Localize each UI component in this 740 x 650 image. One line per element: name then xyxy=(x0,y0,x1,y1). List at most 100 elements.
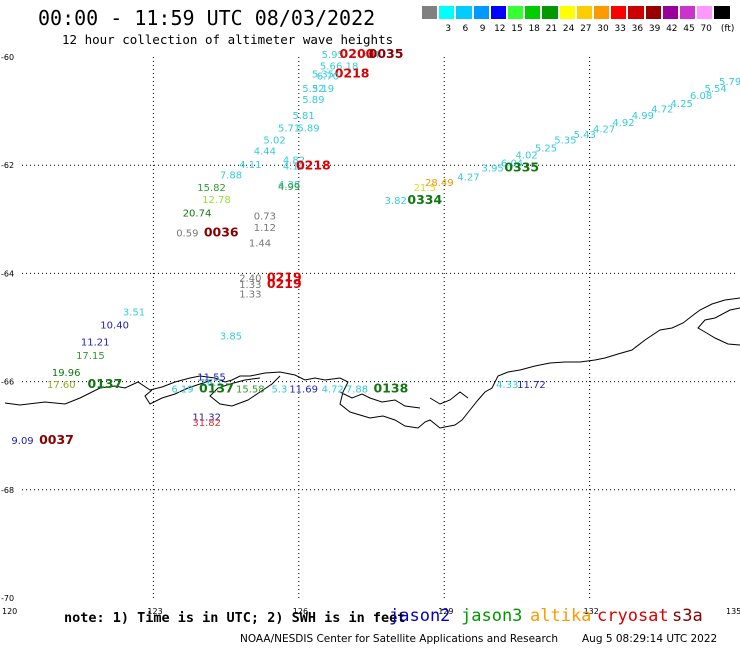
wave-height-value: 4.82 xyxy=(283,156,305,167)
legend-swatch xyxy=(559,6,575,19)
wave-height-value: 6.04 xyxy=(501,158,523,169)
wave-height-value: 6.70 xyxy=(317,72,339,83)
legend-label: 15 xyxy=(511,24,523,34)
wave-height-value: 11.55 xyxy=(197,373,226,384)
wave-height-value: 3.85 xyxy=(220,331,242,342)
legend-swatch xyxy=(439,6,455,19)
legend-label: 12 xyxy=(494,24,506,34)
wave-height-value: 5.95 xyxy=(322,50,344,61)
wave-height-value: 5.79 xyxy=(719,77,740,88)
wave-height-value: 0.73 xyxy=(254,211,276,222)
legend-swatch xyxy=(576,6,592,19)
legend-swatch xyxy=(525,6,541,19)
wave-height-value: 15.82 xyxy=(197,183,226,194)
pass-time-label: 0335 xyxy=(504,160,539,175)
legend-swatch xyxy=(697,6,713,19)
legend-label: 36 xyxy=(631,24,644,34)
wave-height-value: 1.44 xyxy=(249,238,271,249)
lat-tick-label: -64 xyxy=(1,269,14,278)
satellite-name-jason2: jason2 xyxy=(389,606,451,626)
lat-tick-label: -70 xyxy=(1,594,14,603)
legend-swatch xyxy=(645,6,661,19)
credit-text: NOAA/NESDIS Center for Satellite Applica… xyxy=(240,633,558,645)
legend-label: 3 xyxy=(445,24,452,34)
lon-tick-label: 120 xyxy=(2,607,17,616)
lon-tick-label: 126 xyxy=(293,607,308,616)
wave-height-value: 5.6 xyxy=(320,61,336,72)
wave-height-value: 5.81 xyxy=(293,111,315,122)
wave-height-value: 5.25 xyxy=(535,144,557,155)
pass-time-label: 0035 xyxy=(369,46,404,61)
satellite-name-cryosat: cryosat xyxy=(597,606,669,626)
wave-height-value: 4.72 xyxy=(322,384,344,395)
wave-height-value: 5.19 xyxy=(312,84,334,95)
wave-height-value: 5.02 xyxy=(263,136,285,147)
legend-swatch xyxy=(680,6,696,19)
pass-time-label: 0218 xyxy=(335,66,370,81)
legend-unit: (ft) xyxy=(720,24,735,34)
wave-height-value: 11.32 xyxy=(192,413,221,424)
pass-time-label: 0137 xyxy=(88,376,123,391)
lon-tick-label: 132 xyxy=(584,607,599,616)
wave-height-value: 5.89 xyxy=(297,124,319,135)
legend-swatch xyxy=(714,6,730,19)
satellite-name-jason3: jason3 xyxy=(461,606,523,626)
wave-height-value: 11.69 xyxy=(289,384,318,395)
wave-height-value: 12.78 xyxy=(202,195,231,206)
wave-height-value: 7.88 xyxy=(346,384,368,395)
legend-label: 33 xyxy=(614,24,626,34)
legend-label: 27 xyxy=(580,24,592,34)
wave-height-value: 4.02 xyxy=(515,151,537,162)
wave-height-value: 15.58 xyxy=(236,384,265,395)
wave-height-value: 21.5 xyxy=(414,183,436,194)
wave-height-value: 4.25 xyxy=(671,99,693,110)
legend-swatch xyxy=(594,6,610,19)
wave-height-value: 2.40 xyxy=(239,274,261,285)
legend-label: 21 xyxy=(545,24,558,34)
legend-swatch xyxy=(628,6,644,19)
pass-time-label: 0219 xyxy=(267,276,302,291)
legend-label: 9 xyxy=(479,24,486,34)
wave-height-value: 5.89 xyxy=(302,95,324,106)
pass-time-label: 0036 xyxy=(204,225,239,240)
wave-height-value: 1.12 xyxy=(254,223,276,234)
legend-swatch xyxy=(456,6,472,19)
wave-height-value: 6.18 xyxy=(336,61,358,72)
antarctic-coastline xyxy=(4,297,740,429)
legend-swatch xyxy=(473,6,489,19)
satellite-name-s3a: s3a xyxy=(672,606,703,626)
lat-tick-label: -60 xyxy=(1,53,14,62)
wave-height-value: 9.09 xyxy=(11,436,33,447)
wave-height-value: 5.35 xyxy=(312,70,334,81)
pass-time-label: 0200 xyxy=(340,46,375,61)
wave-height-value: 11.72 xyxy=(517,380,546,391)
wave-height-value: 16.1 xyxy=(200,378,222,389)
wave-height-value: 4.27 xyxy=(457,172,479,183)
wave-height-value: 4.44 xyxy=(254,146,276,157)
wave-height-value: 0.59 xyxy=(176,229,198,240)
wave-height-value: 4.99 xyxy=(632,111,654,122)
wave-height-value: 1.33 xyxy=(239,280,261,291)
map-subtitle: 12 hour collection of altimeter wave hei… xyxy=(62,32,394,47)
lat-tick-label: -66 xyxy=(1,378,14,387)
pass-time-label: 0334 xyxy=(407,192,442,207)
legend-swatch xyxy=(422,6,438,19)
lon-tick-label: 123 xyxy=(147,607,162,616)
wave-height-value: 28.49 xyxy=(425,178,454,189)
wave-height-value: 4.4 xyxy=(364,50,380,61)
generated-timestamp: Aug 5 08:29:14 UTC 2022 xyxy=(582,633,718,645)
wave-height-value: 5.43 xyxy=(574,130,596,141)
wave-height-value: 4.99 xyxy=(278,182,300,193)
wave-height-value: 3.51 xyxy=(123,308,145,319)
pass-time-label: 0138 xyxy=(373,380,408,395)
pass-time-label: 0037 xyxy=(39,432,74,447)
grid-lines: 120 123 126 129 132 135 -60 -62 -64 -66 -68 -70 xyxy=(1,53,740,616)
legend-label: 70 xyxy=(700,24,712,34)
satellite-name-altika: altika xyxy=(530,606,592,626)
pass-time-label: 0137 xyxy=(199,380,234,395)
legend-label: 30 xyxy=(597,24,609,34)
pass-time-label: 0218 xyxy=(296,158,331,173)
lon-tick-label: 129 xyxy=(438,607,453,616)
